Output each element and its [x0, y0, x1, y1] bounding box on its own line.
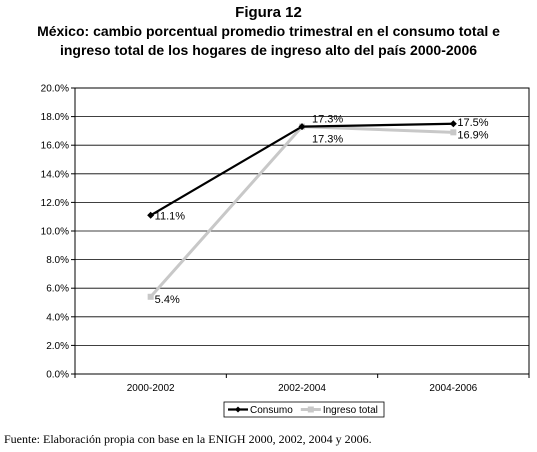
legend-marker — [307, 406, 314, 413]
y-tick-label: 2.0% — [46, 341, 69, 352]
data-point-ingreso-total — [147, 293, 154, 300]
data-label: 5.4% — [155, 294, 180, 306]
legend-label: Ingreso total — [323, 405, 378, 416]
chart-title-line-1: México: cambio porcentual promedio trime… — [37, 23, 500, 39]
x-tick-label: 2002-2004 — [278, 383, 326, 394]
data-point-ingreso-total — [450, 129, 457, 136]
x-tick-label: 2004-2006 — [429, 383, 477, 394]
x-tick-label: 2000-2002 — [127, 383, 175, 394]
y-tick-label: 4.0% — [46, 312, 69, 323]
y-tick-label: 8.0% — [46, 255, 69, 266]
source-note: Fuente: Elaboración propia con base en l… — [4, 432, 372, 446]
legend-marker — [235, 406, 241, 413]
chart-title-line-2: ingreso total de los hogares de ingreso … — [59, 42, 478, 58]
chart-title: México: cambio porcentual promedio trime… — [0, 22, 537, 60]
y-tick-label: 14.0% — [41, 169, 69, 180]
data-label: 17.3% — [312, 114, 343, 126]
y-tick-label: 6.0% — [46, 284, 69, 295]
data-label: 17.3% — [312, 134, 343, 146]
data-point-consumo — [298, 123, 306, 131]
y-tick-label: 16.0% — [41, 141, 69, 152]
y-tick-label: 10.0% — [41, 227, 69, 238]
y-tick-label: 18.0% — [41, 112, 69, 123]
data-point-consumo — [147, 211, 155, 219]
line-chart: 0.0% 2.0% 4.0% 6.0% 8.0% 10.0% 12.0% 14.0% 16.0%… — [41, 84, 530, 418]
figure-label: Figura 12 — [235, 4, 302, 21]
y-tick-label: 12.0% — [41, 198, 69, 209]
data-label: 16.9% — [457, 129, 488, 141]
y-tick-label: 0.0% — [46, 370, 69, 381]
data-label: 11.1% — [155, 210, 186, 222]
data-point-consumo — [449, 120, 457, 128]
data-label: 17.5% — [457, 117, 488, 129]
y-tick-label: 20.0% — [41, 84, 69, 95]
legend-label: Consumo — [250, 405, 293, 416]
